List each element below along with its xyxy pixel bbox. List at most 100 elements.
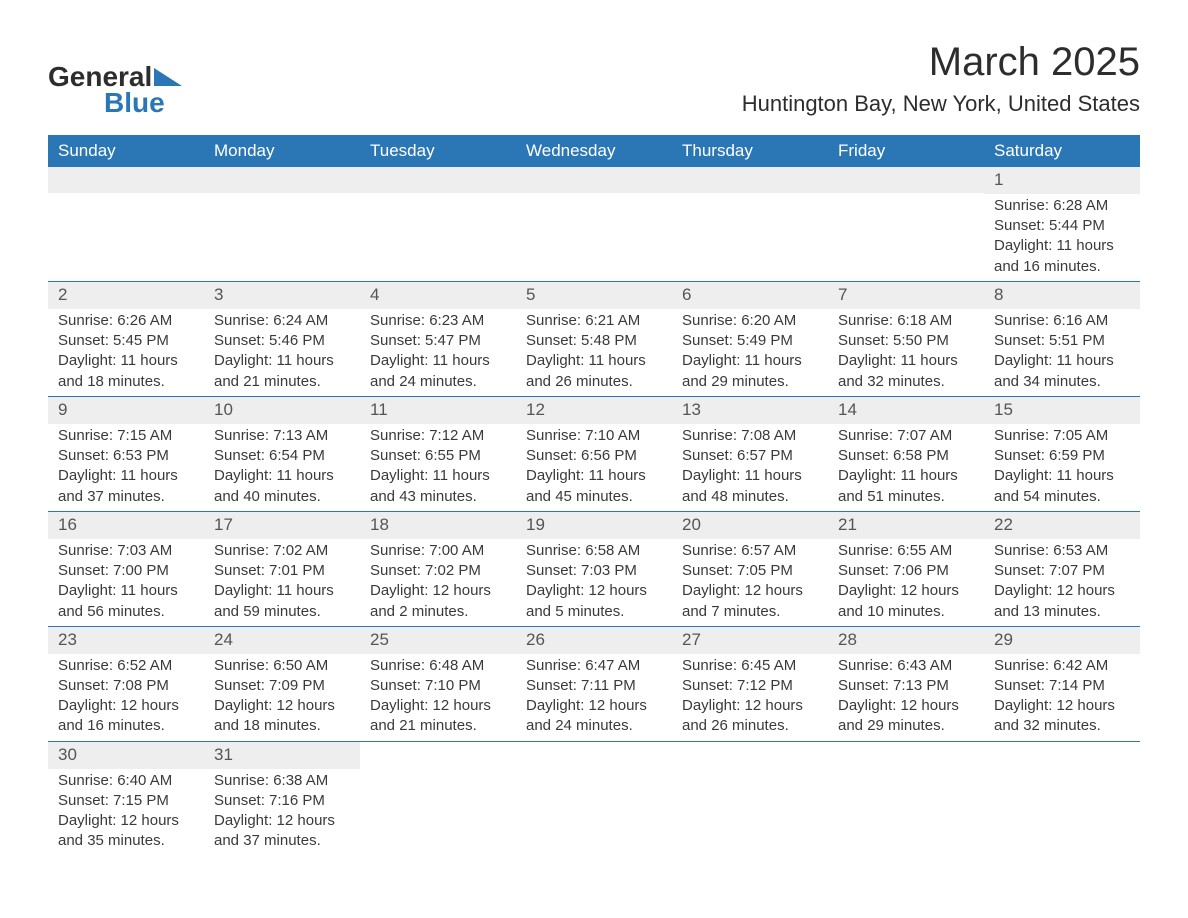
day-details: Sunrise: 6:23 AMSunset: 5:47 PMDaylight:…: [360, 309, 516, 396]
day-details: Sunrise: 7:02 AMSunset: 7:01 PMDaylight:…: [204, 539, 360, 626]
day-daylight1: Daylight: 12 hours: [214, 696, 350, 716]
day-daylight2: and 21 minutes.: [214, 372, 350, 392]
day-sunrise: Sunrise: 6:38 AM: [214, 771, 350, 791]
calendar-day-cell: 3Sunrise: 6:24 AMSunset: 5:46 PMDaylight…: [204, 282, 360, 396]
calendar-day-cell: [672, 167, 828, 281]
day-details: Sunrise: 7:07 AMSunset: 6:58 PMDaylight:…: [828, 424, 984, 511]
day-sunset: Sunset: 7:01 PM: [214, 561, 350, 581]
day-details: Sunrise: 6:21 AMSunset: 5:48 PMDaylight:…: [516, 309, 672, 396]
day-sunset: Sunset: 6:53 PM: [58, 446, 194, 466]
calendar-day-cell: 21Sunrise: 6:55 AMSunset: 7:06 PMDayligh…: [828, 512, 984, 626]
day-daylight2: and 37 minutes.: [214, 831, 350, 851]
calendar-day-cell: [48, 167, 204, 281]
day-sunset: Sunset: 5:44 PM: [994, 216, 1130, 236]
day-sunset: Sunset: 5:51 PM: [994, 331, 1130, 351]
day-sunset: Sunset: 5:46 PM: [214, 331, 350, 351]
calendar-day-cell: 30Sunrise: 6:40 AMSunset: 7:15 PMDayligh…: [48, 742, 204, 856]
day-details: Sunrise: 6:20 AMSunset: 5:49 PMDaylight:…: [672, 309, 828, 396]
calendar-day-cell: [828, 742, 984, 856]
day-daylight1: Daylight: 12 hours: [526, 696, 662, 716]
calendar-day-cell: 22Sunrise: 6:53 AMSunset: 7:07 PMDayligh…: [984, 512, 1140, 626]
calendar-day-cell: 23Sunrise: 6:52 AMSunset: 7:08 PMDayligh…: [48, 627, 204, 741]
calendar-day-cell: 9Sunrise: 7:15 AMSunset: 6:53 PMDaylight…: [48, 397, 204, 511]
day-sunset: Sunset: 6:55 PM: [370, 446, 506, 466]
day-sunrise: Sunrise: 6:58 AM: [526, 541, 662, 561]
day-number: [48, 167, 204, 193]
day-number: 25: [360, 627, 516, 654]
day-sunrise: Sunrise: 6:42 AM: [994, 656, 1130, 676]
day-sunrise: Sunrise: 6:21 AM: [526, 311, 662, 331]
calendar-header-cell: Wednesday: [516, 135, 672, 167]
day-details: Sunrise: 7:08 AMSunset: 6:57 PMDaylight:…: [672, 424, 828, 511]
day-sunset: Sunset: 5:47 PM: [370, 331, 506, 351]
day-daylight1: Daylight: 12 hours: [214, 811, 350, 831]
day-number: 21: [828, 512, 984, 539]
brand-name-b: Blue: [104, 89, 182, 117]
day-details: Sunrise: 6:16 AMSunset: 5:51 PMDaylight:…: [984, 309, 1140, 396]
location-subtitle: Huntington Bay, New York, United States: [742, 91, 1140, 117]
calendar-body: 1Sunrise: 6:28 AMSunset: 5:44 PMDaylight…: [48, 167, 1140, 856]
day-sunset: Sunset: 6:58 PM: [838, 446, 974, 466]
day-daylight2: and 51 minutes.: [838, 487, 974, 507]
day-daylight1: Daylight: 12 hours: [682, 581, 818, 601]
day-sunrise: Sunrise: 6:53 AM: [994, 541, 1130, 561]
day-number: 4: [360, 282, 516, 309]
day-daylight1: Daylight: 11 hours: [994, 351, 1130, 371]
calendar-header-cell: Saturday: [984, 135, 1140, 167]
day-sunrise: Sunrise: 6:45 AM: [682, 656, 818, 676]
day-details: Sunrise: 6:55 AMSunset: 7:06 PMDaylight:…: [828, 539, 984, 626]
day-sunrise: Sunrise: 6:24 AM: [214, 311, 350, 331]
day-sunrise: Sunrise: 7:02 AM: [214, 541, 350, 561]
day-sunrise: Sunrise: 6:16 AM: [994, 311, 1130, 331]
day-daylight1: Daylight: 11 hours: [526, 466, 662, 486]
day-daylight1: Daylight: 11 hours: [994, 466, 1130, 486]
calendar-week-row: 16Sunrise: 7:03 AMSunset: 7:00 PMDayligh…: [48, 511, 1140, 626]
day-number: 20: [672, 512, 828, 539]
day-daylight1: Daylight: 12 hours: [58, 811, 194, 831]
day-number: 10: [204, 397, 360, 424]
day-sunrise: Sunrise: 6:57 AM: [682, 541, 818, 561]
day-sunrise: Sunrise: 6:52 AM: [58, 656, 194, 676]
day-daylight1: Daylight: 11 hours: [370, 466, 506, 486]
day-daylight2: and 59 minutes.: [214, 602, 350, 622]
day-daylight1: Daylight: 12 hours: [838, 696, 974, 716]
day-details: Sunrise: 6:52 AMSunset: 7:08 PMDaylight:…: [48, 654, 204, 741]
day-sunset: Sunset: 7:02 PM: [370, 561, 506, 581]
calendar-day-cell: [516, 167, 672, 281]
day-sunrise: Sunrise: 7:03 AM: [58, 541, 194, 561]
day-daylight2: and 5 minutes.: [526, 602, 662, 622]
calendar-day-cell: 17Sunrise: 7:02 AMSunset: 7:01 PMDayligh…: [204, 512, 360, 626]
day-details: Sunrise: 7:15 AMSunset: 6:53 PMDaylight:…: [48, 424, 204, 511]
day-number: [204, 167, 360, 193]
calendar-day-cell: 11Sunrise: 7:12 AMSunset: 6:55 PMDayligh…: [360, 397, 516, 511]
day-sunrise: Sunrise: 7:10 AM: [526, 426, 662, 446]
day-number: 28: [828, 627, 984, 654]
day-daylight2: and 35 minutes.: [58, 831, 194, 851]
day-daylight1: Daylight: 11 hours: [370, 351, 506, 371]
day-details: Sunrise: 7:12 AMSunset: 6:55 PMDaylight:…: [360, 424, 516, 511]
day-sunset: Sunset: 6:56 PM: [526, 446, 662, 466]
day-daylight2: and 21 minutes.: [370, 716, 506, 736]
day-sunrise: Sunrise: 6:43 AM: [838, 656, 974, 676]
day-number: 26: [516, 627, 672, 654]
day-daylight2: and 7 minutes.: [682, 602, 818, 622]
day-number: 17: [204, 512, 360, 539]
calendar-day-cell: 18Sunrise: 7:00 AMSunset: 7:02 PMDayligh…: [360, 512, 516, 626]
day-daylight2: and 16 minutes.: [994, 257, 1130, 277]
day-sunset: Sunset: 5:45 PM: [58, 331, 194, 351]
calendar-day-cell: 31Sunrise: 6:38 AMSunset: 7:16 PMDayligh…: [204, 742, 360, 856]
calendar-day-cell: 14Sunrise: 7:07 AMSunset: 6:58 PMDayligh…: [828, 397, 984, 511]
day-sunrise: Sunrise: 6:55 AM: [838, 541, 974, 561]
day-number: 8: [984, 282, 1140, 309]
calendar-header-cell: Friday: [828, 135, 984, 167]
day-daylight1: Daylight: 11 hours: [526, 351, 662, 371]
calendar-day-cell: 20Sunrise: 6:57 AMSunset: 7:05 PMDayligh…: [672, 512, 828, 626]
day-number: 29: [984, 627, 1140, 654]
calendar-day-cell: 8Sunrise: 6:16 AMSunset: 5:51 PMDaylight…: [984, 282, 1140, 396]
day-daylight1: Daylight: 11 hours: [58, 466, 194, 486]
day-details: Sunrise: 6:18 AMSunset: 5:50 PMDaylight:…: [828, 309, 984, 396]
calendar-day-cell: 12Sunrise: 7:10 AMSunset: 6:56 PMDayligh…: [516, 397, 672, 511]
day-sunrise: Sunrise: 7:08 AM: [682, 426, 818, 446]
calendar-day-cell: 10Sunrise: 7:13 AMSunset: 6:54 PMDayligh…: [204, 397, 360, 511]
day-daylight2: and 13 minutes.: [994, 602, 1130, 622]
